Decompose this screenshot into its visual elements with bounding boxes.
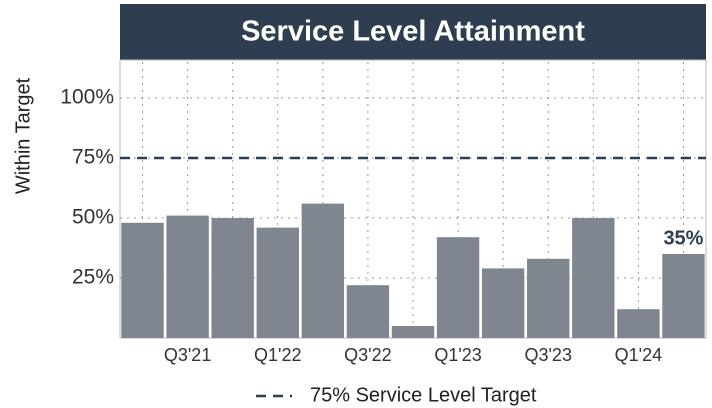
x-tick-label: Q1'23 — [434, 345, 481, 365]
bar — [527, 258, 570, 338]
bar — [617, 309, 660, 338]
chart-title: Service Level Attainment — [241, 16, 585, 48]
bar — [662, 254, 705, 338]
title-banner — [120, 4, 706, 60]
x-tick-label: Q1'24 — [615, 345, 662, 365]
y-axis-label: Within Target — [12, 77, 34, 194]
y-tick-label: 75% — [72, 146, 114, 169]
x-tick-label: Q3'23 — [524, 345, 571, 365]
bar — [346, 285, 390, 338]
bar — [572, 218, 615, 338]
x-tick-label: Q3'22 — [344, 345, 391, 365]
legend-label: 75% Service Level Target — [310, 384, 537, 406]
bar — [256, 227, 299, 338]
value-label: 35% — [663, 227, 703, 249]
bar — [391, 326, 435, 338]
x-tick-label: Q1'22 — [254, 345, 301, 365]
y-tick-label: 100% — [60, 86, 114, 109]
y-tick-label: 50% — [72, 206, 114, 229]
x-tick-label: Q3'21 — [164, 345, 211, 365]
bar — [481, 268, 525, 338]
bar — [301, 203, 345, 338]
y-tick-label: 25% — [72, 266, 114, 289]
bar — [166, 215, 209, 338]
bar — [436, 237, 480, 338]
bar — [121, 222, 164, 338]
bar — [211, 218, 254, 338]
